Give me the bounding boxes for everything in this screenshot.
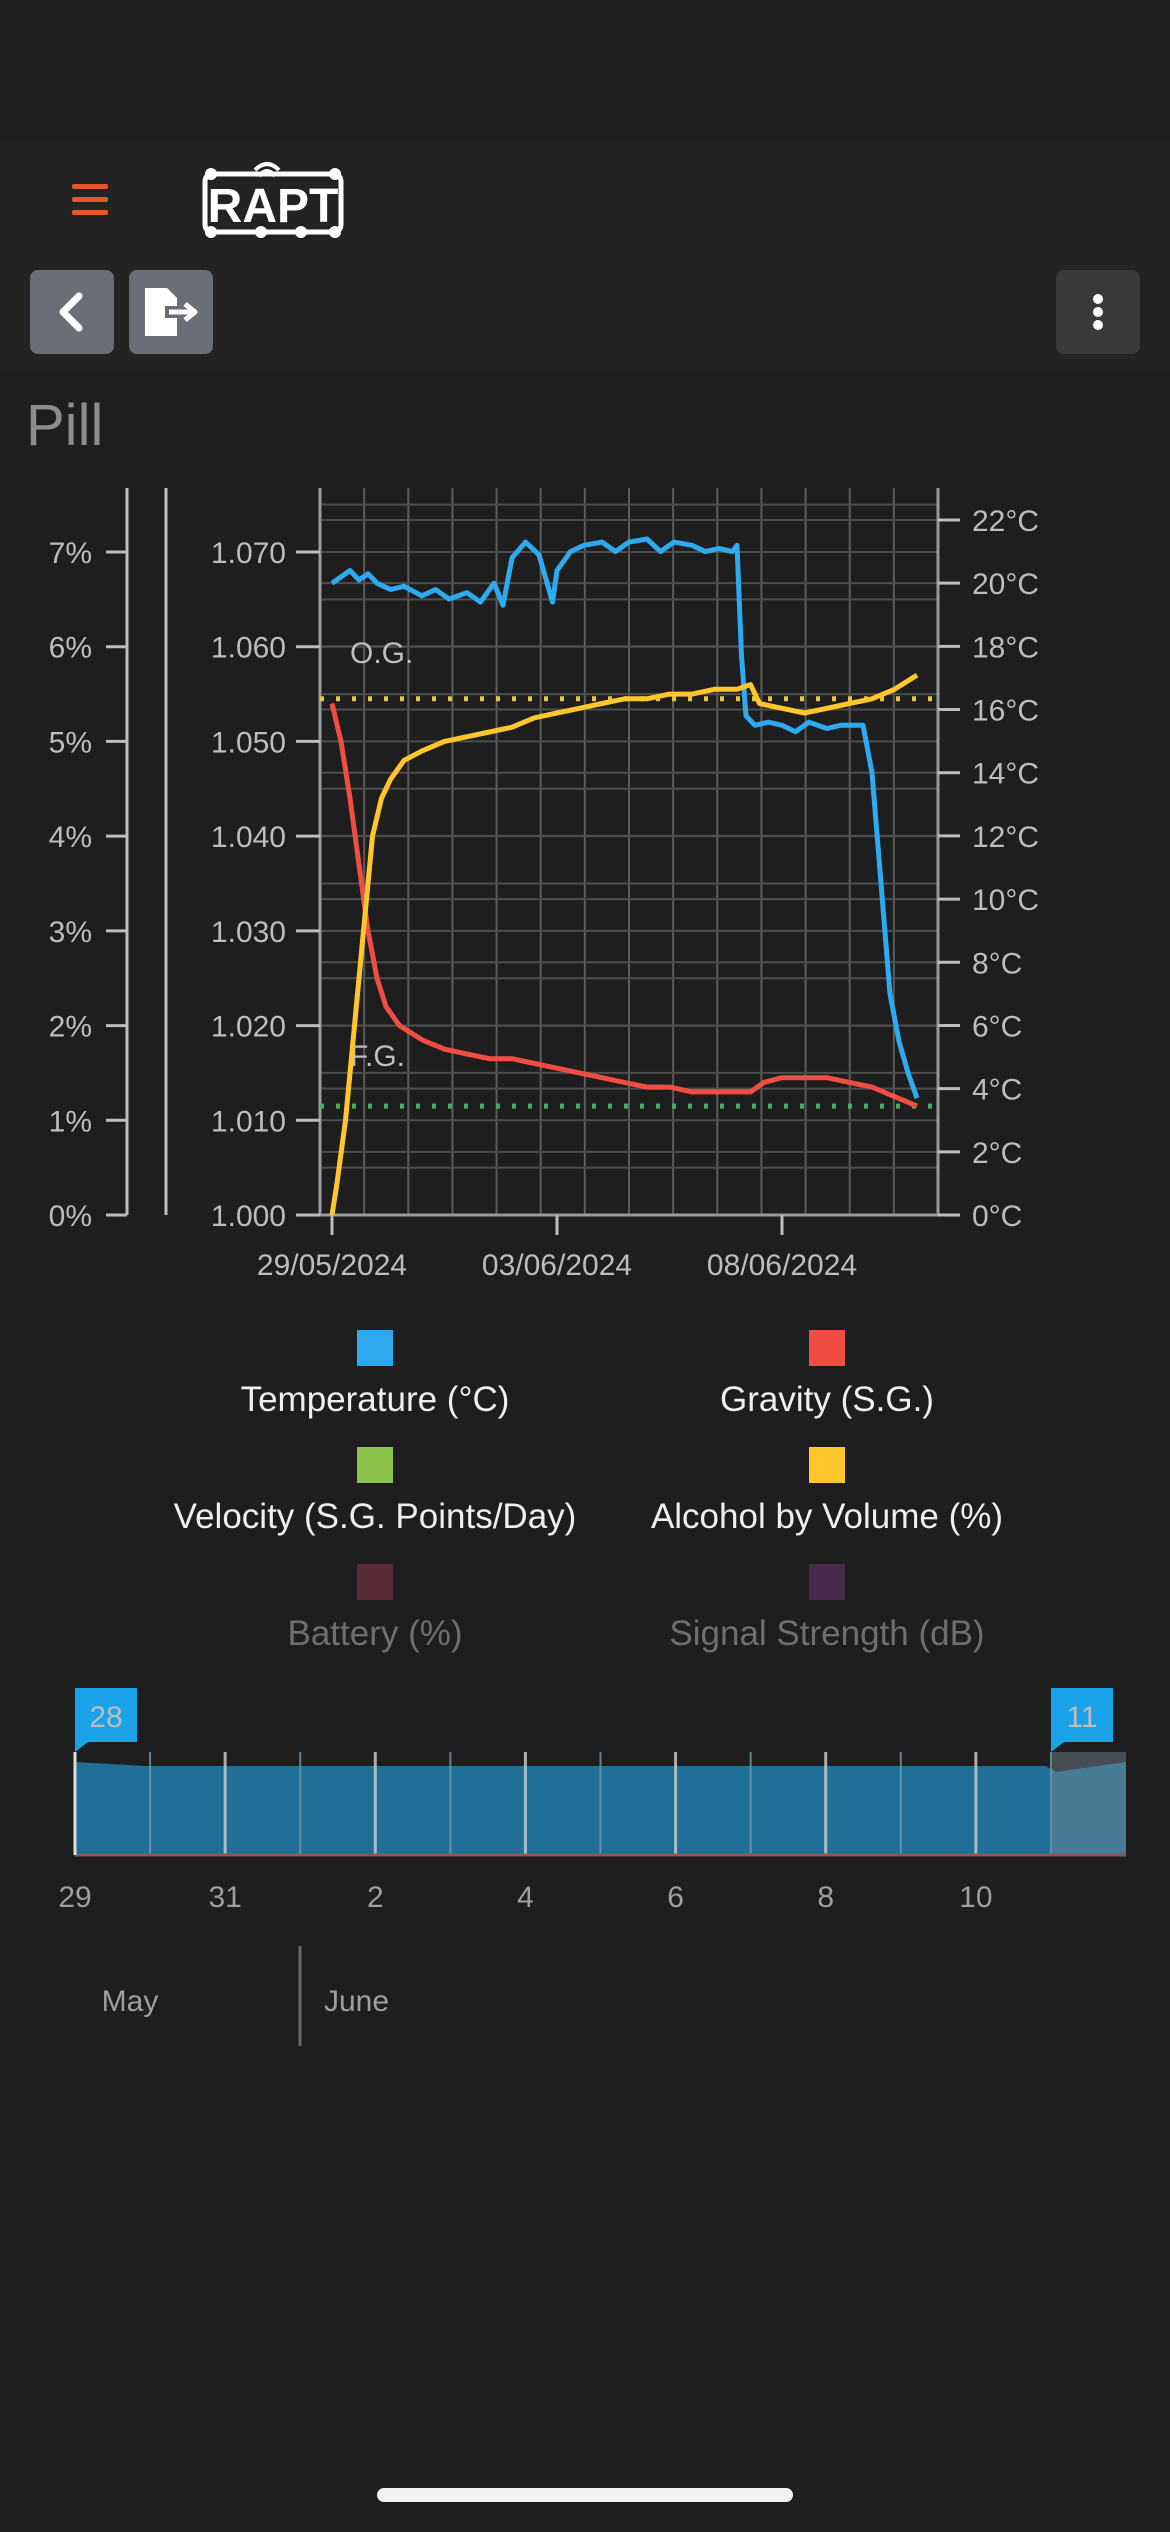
legend-swatch (809, 1564, 845, 1600)
legend-swatch (809, 1330, 845, 1366)
logo-text: RAPT (208, 180, 339, 233)
navigator-month-label: May (102, 1985, 159, 2018)
gravity-tick-label: 1.070 (211, 537, 286, 570)
navigator-day-label: 2 (367, 1881, 384, 1914)
legend-label: Alcohol by Volume (%) (597, 1497, 1057, 1537)
navigator-day-label: 31 (208, 1881, 241, 1914)
fermentation-chart[interactable]: 0% 1% 2% 3% 4% 5% 6% 7% 1.000 1.010 1.020 1.030 1.04… (0, 470, 1170, 1310)
abv-tick-label: 6% (49, 632, 92, 665)
navigator-day-label: 6 (667, 1881, 684, 1914)
navigator-day-label: 29 (58, 1881, 91, 1914)
temperature-tick-label: 0°C (972, 1200, 1022, 1233)
navigator-start-handle[interactable]: 28 (75, 1688, 137, 1752)
more-vertical-icon (1056, 270, 1140, 354)
temperature-tick-label: 16°C (972, 695, 1039, 728)
fg-label: F.G. (350, 1040, 405, 1073)
navigator-unselected-range (1051, 1752, 1126, 1855)
more-options-button[interactable] (1056, 270, 1140, 354)
gravity-tick-label: 1.010 (211, 1105, 286, 1138)
navigator-month-label: June (324, 1985, 389, 2018)
start-handle-pointer (75, 1742, 88, 1752)
gravity-tick-label: 1.000 (211, 1200, 286, 1233)
home-indicator (377, 2488, 793, 2502)
temperature-tick-label: 22°C (972, 505, 1039, 538)
abv-tick-label: 1% (49, 1105, 92, 1138)
start-handle-label: 28 (89, 1701, 122, 1734)
temperature-tick-label: 2°C (972, 1137, 1022, 1170)
temperature-c-series-line (332, 539, 917, 1098)
temperature-tick-label: 4°C (972, 1074, 1022, 1107)
end-handle-label: 11 (1066, 1701, 1097, 1734)
abv-tick-label: 4% (49, 821, 92, 854)
legend-label: Battery (%) (145, 1614, 605, 1654)
legend-swatch (809, 1447, 845, 1483)
status-bar (0, 0, 1170, 140)
legend-label: Gravity (S.G.) (597, 1380, 1057, 1420)
back-button[interactable] (30, 270, 114, 354)
navigator-day-label: 8 (817, 1881, 834, 1914)
legend-swatch (357, 1447, 393, 1483)
gravity-tick-label: 1.040 (211, 821, 286, 854)
legend-label: Temperature (°C) (145, 1380, 605, 1420)
rapt-logo: RAPT (185, 152, 360, 242)
temperature-tick-label: 8°C (972, 947, 1022, 980)
x-tick-label: 08/06/2024 (707, 1249, 857, 1282)
abv-tick-label: 0% (49, 1200, 92, 1233)
gravity-s-g-series-line (332, 704, 917, 1107)
legend-label: Velocity (S.G. Points/Day) (145, 1497, 605, 1537)
date-range-navigator[interactable]: 28 11 29 31 2 4 6 8 10 May June (0, 1680, 1170, 2060)
legend-label: Signal Strength (dB) (597, 1614, 1057, 1654)
legend-swatch (357, 1330, 393, 1366)
abv-tick-label: 5% (49, 726, 92, 759)
gravity-tick-label: 1.050 (211, 726, 286, 759)
gravity-tick-label: 1.030 (211, 916, 286, 949)
abv-tick-label: 7% (49, 537, 92, 570)
hamburger-menu-icon[interactable] (60, 170, 120, 230)
temperature-tick-label: 6°C (972, 1010, 1022, 1043)
navigator-day-label: 10 (959, 1881, 992, 1914)
temperature-tick-label: 20°C (972, 568, 1039, 601)
temperature-tick-label: 12°C (972, 821, 1039, 854)
export-button[interactable] (129, 270, 213, 354)
end-handle-pointer (1051, 1742, 1064, 1752)
abv-tick-label: 2% (49, 1011, 92, 1044)
x-tick-label: 03/06/2024 (482, 1249, 632, 1282)
temperature-tick-label: 18°C (972, 631, 1039, 664)
gravity-tick-label: 1.060 (211, 632, 286, 665)
chevron-left-icon (30, 270, 114, 354)
navigator-day-label: 4 (517, 1881, 534, 1914)
abv-tick-label: 3% (49, 916, 92, 949)
legend-swatch (357, 1564, 393, 1600)
alcohol-by-volume-series-line (332, 675, 917, 1215)
file-export-icon (129, 270, 213, 354)
navigator-end-handle[interactable]: 11 (1051, 1688, 1113, 1752)
x-tick-label: 29/05/2024 (257, 1249, 407, 1282)
chart-grid (320, 488, 938, 1215)
og-label: O.G. (350, 637, 413, 670)
temperature-tick-label: 14°C (972, 758, 1039, 791)
gravity-tick-label: 1.020 (211, 1011, 286, 1044)
temperature-tick-label: 10°C (972, 884, 1039, 917)
page-title: Pill (26, 392, 103, 459)
